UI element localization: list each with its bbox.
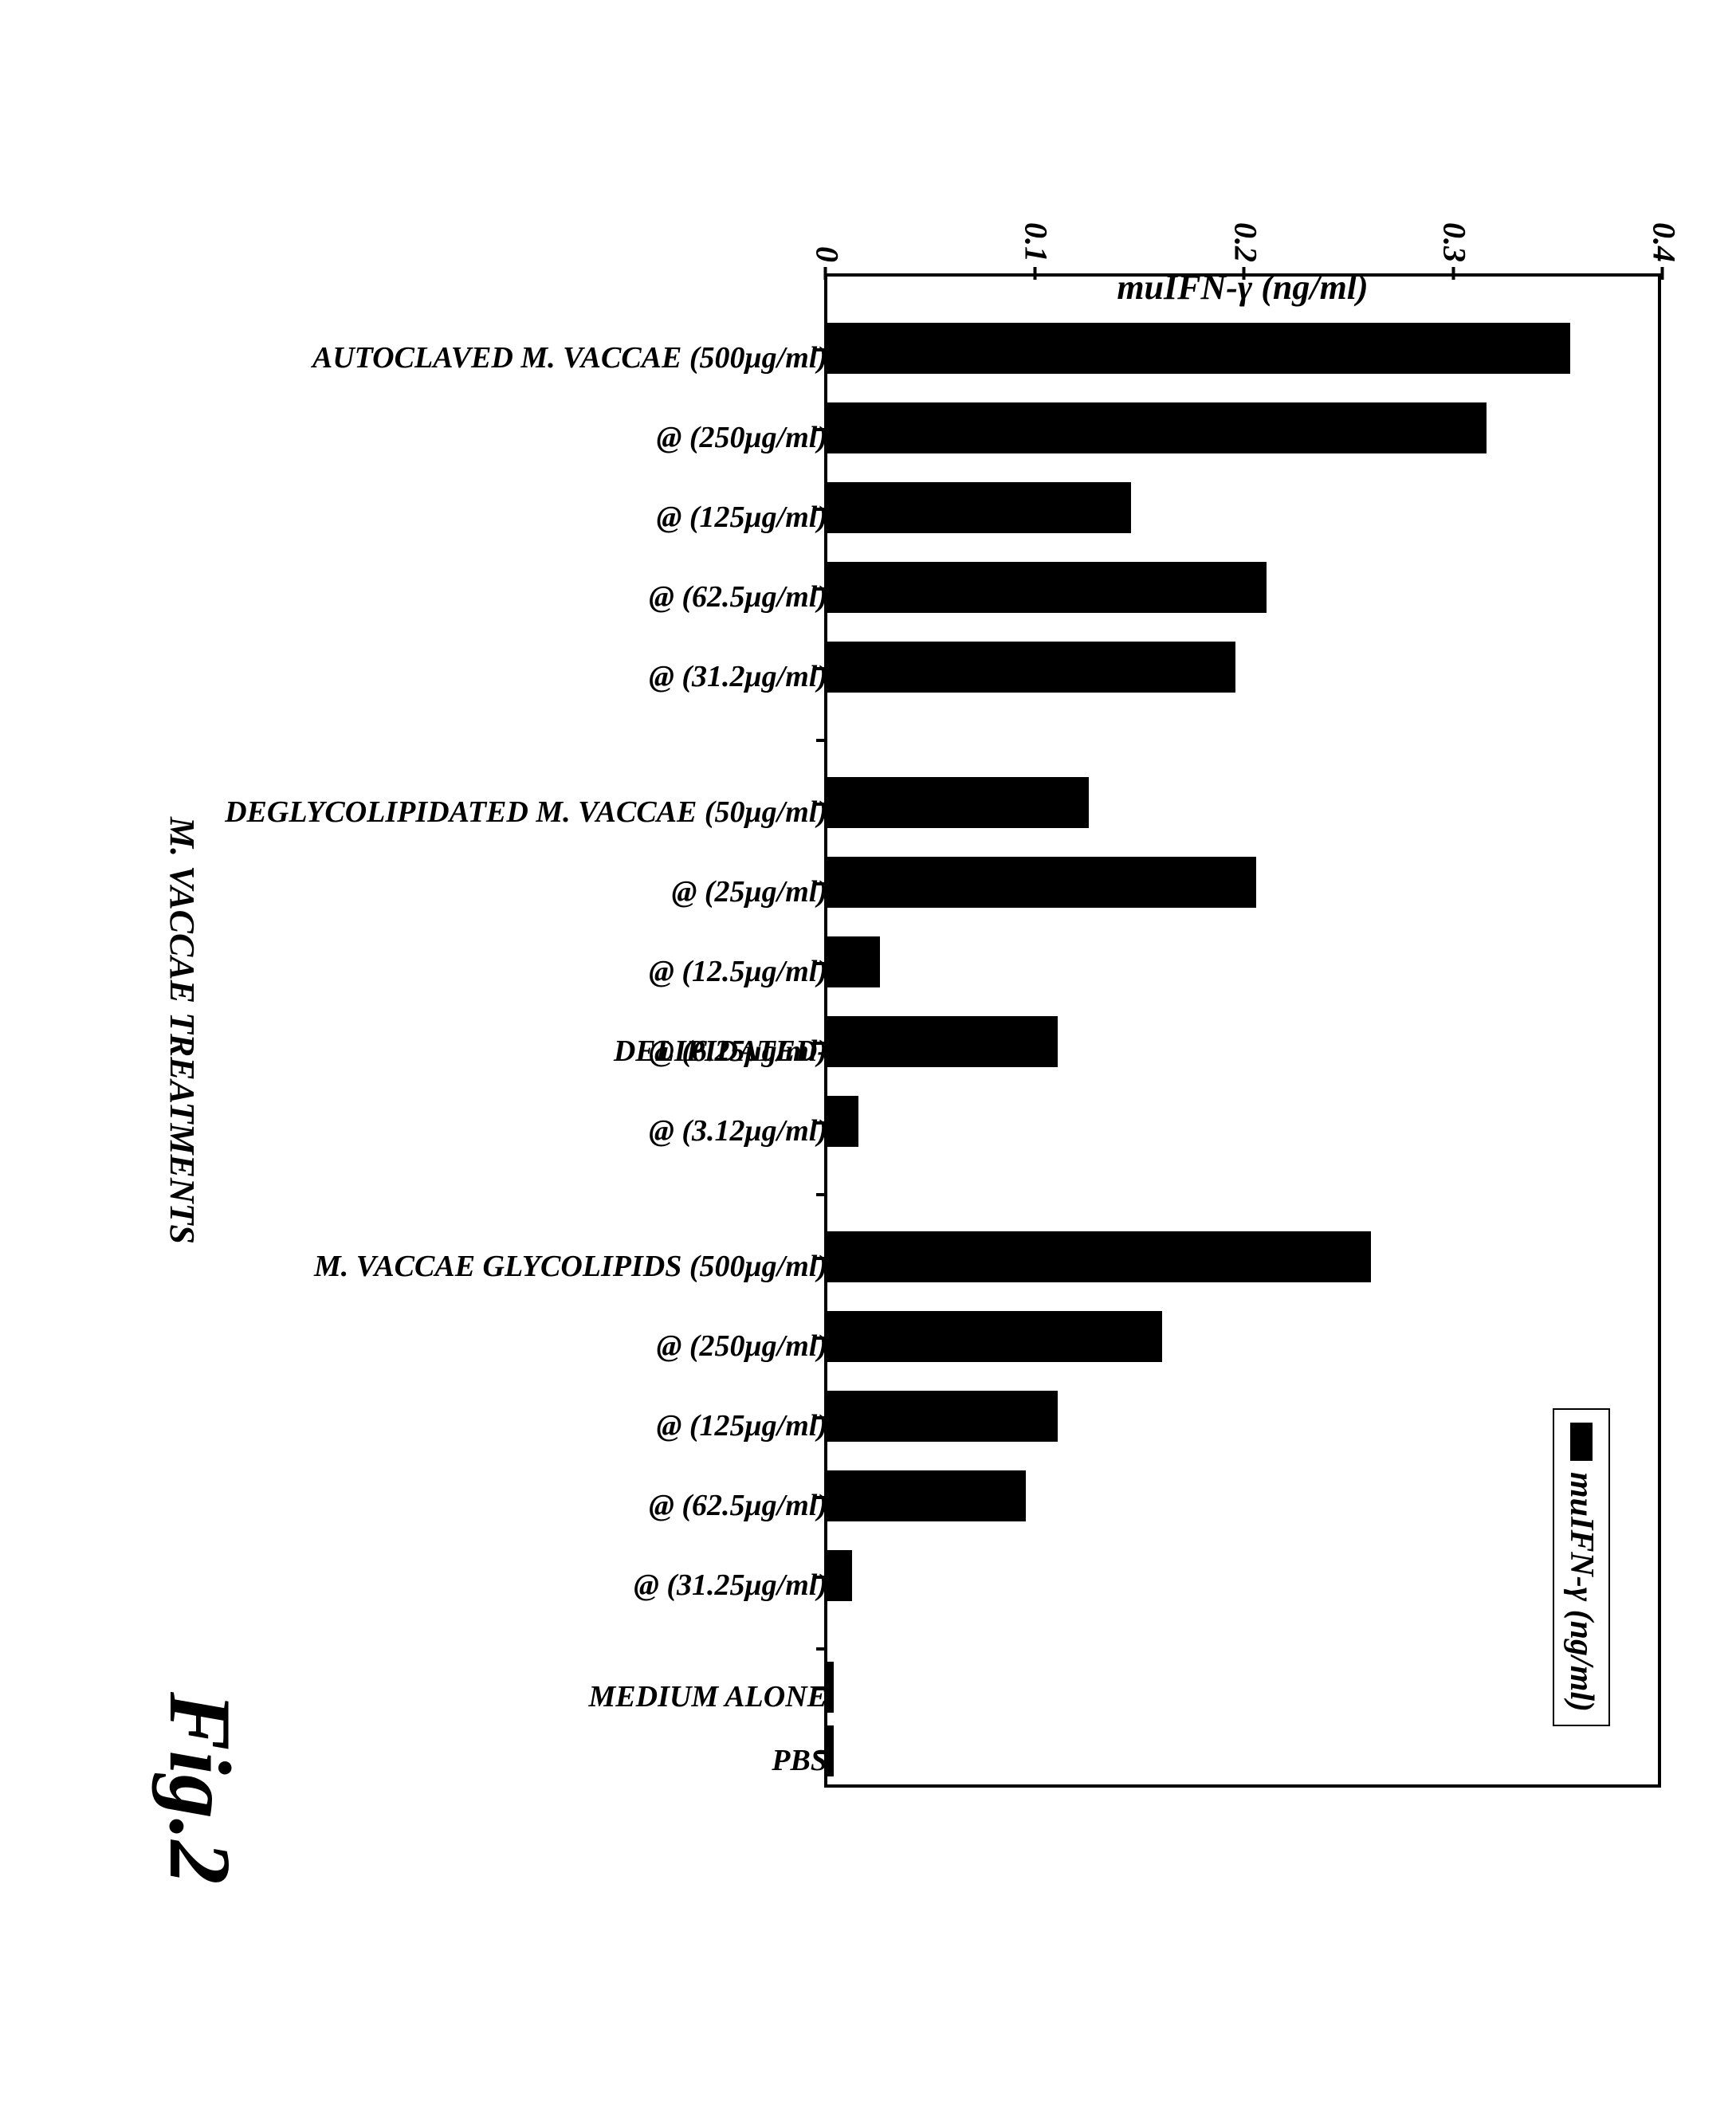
legend: muIFN-γ (ng/ml) — [1553, 1408, 1610, 1726]
x-category-label: @ (62.5μg/ml) — [649, 1469, 827, 1523]
x-category-label: @ (3.12μg/ml) — [649, 1094, 827, 1148]
bar — [827, 402, 1487, 453]
x-axis-title: M. VACCAE TREATMENTS — [162, 817, 202, 1244]
bar — [827, 1311, 1162, 1362]
x-group-tick — [816, 1193, 827, 1196]
x-group-tick — [816, 1647, 827, 1651]
x-category-label: M. VACCAE GLYCOLIPIDS (500μg/ml) — [314, 1230, 827, 1284]
y-axis-title: muIFN-γ (ng/ml) — [1117, 267, 1368, 308]
bar — [827, 1662, 834, 1713]
figure-wrap: muIFN-γ (ng/ml) 00.10.20.30.4AUTOCLAVED … — [59, 130, 1677, 1979]
bar — [827, 857, 1256, 908]
x-category-label: @ (250μg/ml) — [657, 1309, 827, 1364]
x-category-label: MEDIUM ALONE — [589, 1660, 827, 1714]
plot-box: muIFN-γ (ng/ml) 00.10.20.30.4AUTOCLAVED … — [824, 273, 1661, 1788]
x-category-label: @ (31.25μg/ml) — [634, 1549, 827, 1603]
bar — [827, 323, 1570, 374]
bar — [827, 1550, 853, 1601]
bar — [827, 1016, 1058, 1067]
y-tick-label: 0.1 — [1018, 222, 1055, 277]
figure-caption: Fig.2 — [149, 1692, 250, 1884]
legend-label: muIFN-γ (ng/ml) — [1562, 1472, 1600, 1712]
x-category-label: @ (250μg/ml) — [657, 401, 827, 455]
bar — [827, 1470, 1026, 1521]
bar — [827, 1231, 1372, 1282]
bar — [827, 1725, 834, 1776]
bar — [827, 1096, 858, 1147]
y-tick-label: 0.3 — [1436, 222, 1474, 277]
y-tick-label: 0 — [809, 246, 846, 277]
x-group-extra-label: DELIPIDATED- — [614, 460, 827, 1069]
y-tick-label: 0.4 — [1646, 222, 1683, 277]
legend-swatch — [1570, 1423, 1593, 1461]
bar — [827, 562, 1267, 613]
x-category-label: AUTOCLAVED M. VACCAE (500μg/ml) — [312, 321, 827, 375]
bar — [827, 1391, 1058, 1442]
bar — [827, 777, 1089, 828]
chart-area: muIFN-γ (ng/ml) 00.10.20.30.4AUTOCLAVED … — [824, 273, 1661, 1788]
bar — [827, 642, 1235, 693]
x-category-label: PBS — [772, 1724, 827, 1778]
x-category-label: @ (125μg/ml) — [657, 1389, 827, 1443]
bar — [827, 482, 1131, 533]
bar — [827, 936, 880, 987]
